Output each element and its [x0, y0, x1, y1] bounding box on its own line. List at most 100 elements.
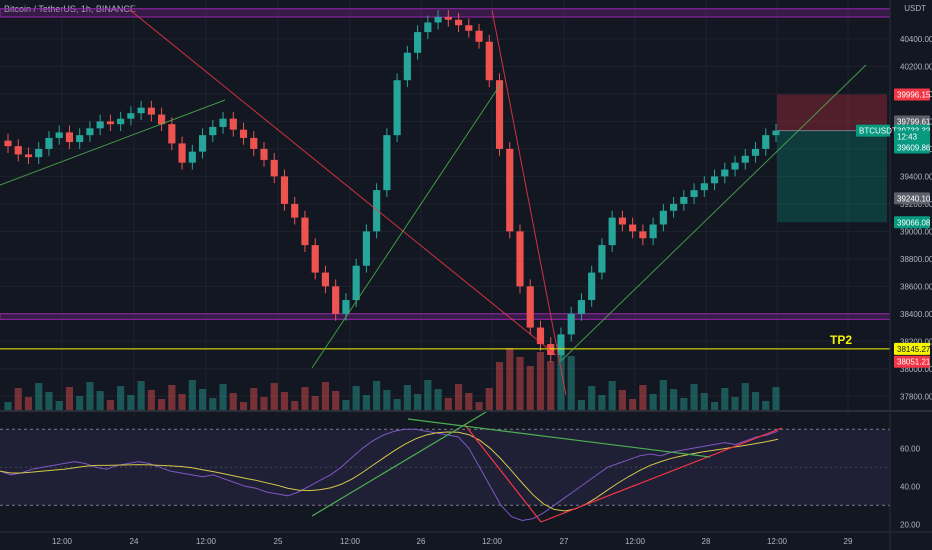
price-tick-label: 38400.00 — [900, 310, 932, 319]
candle-body — [557, 334, 565, 356]
candle-body — [147, 107, 155, 115]
volume-bar — [342, 400, 350, 410]
price-tick-label: 39200.00 — [900, 200, 932, 209]
candle-body — [373, 190, 381, 232]
volume-bar — [260, 397, 268, 410]
volume-bar — [598, 395, 606, 410]
volume-bar — [506, 348, 514, 410]
candle-body — [618, 217, 626, 225]
time-tick-label: 12:00 — [340, 537, 361, 546]
candle-body — [434, 16, 442, 23]
candle-body — [76, 135, 84, 143]
volume-bar — [321, 382, 330, 410]
candle-body — [229, 118, 237, 130]
candle-body — [741, 155, 749, 163]
candle-body — [567, 313, 575, 335]
volume-bar — [741, 383, 749, 410]
volume-bar — [250, 388, 258, 410]
price-tick-label: 39000.00 — [900, 227, 932, 236]
volume-bar — [577, 400, 586, 410]
trend-line — [491, 9, 567, 396]
volume-bar — [403, 385, 411, 410]
price-badge — [894, 88, 930, 101]
volume-bar — [291, 401, 299, 410]
time-tick-label: 29 — [844, 537, 853, 546]
volume-bar — [158, 399, 166, 410]
position-stop-zone — [777, 94, 887, 131]
candle-body — [772, 130, 780, 136]
candle-body — [680, 197, 688, 204]
position-target-zone — [777, 130, 887, 223]
volume-bar — [147, 390, 155, 410]
candle-body — [219, 118, 227, 127]
candle-body — [659, 210, 667, 225]
volume-bar — [96, 391, 104, 410]
volume-bar — [4, 402, 12, 410]
candle-body — [332, 286, 340, 314]
candle-body — [506, 148, 514, 232]
candle-body — [649, 224, 657, 239]
time-tick-label: 28 — [702, 537, 711, 546]
volume-bar — [434, 389, 442, 410]
volume-bar — [700, 393, 708, 410]
volume-bar — [332, 391, 340, 410]
volume-bar — [86, 382, 94, 410]
volume-bar — [588, 386, 596, 410]
candle-body — [485, 41, 493, 81]
time-tick-label: 27 — [560, 537, 569, 546]
volume-bar — [35, 383, 43, 410]
volume-bar — [168, 385, 176, 410]
candle-body — [516, 231, 524, 287]
volume-bar — [485, 388, 493, 410]
candle-body — [14, 146, 22, 155]
volume-bar — [710, 402, 719, 410]
volume-bar — [239, 402, 248, 410]
volume-bar — [209, 398, 217, 410]
candle-body — [301, 217, 309, 246]
trend-line — [311, 81, 503, 369]
volume-bar — [106, 400, 114, 410]
candle-body — [444, 16, 452, 20]
volume-bar — [536, 352, 545, 410]
candle-body — [321, 272, 330, 287]
volume-bar — [117, 386, 125, 410]
price-badge-label: 39240.10 — [897, 194, 931, 203]
candle-body — [270, 159, 278, 177]
volume-bar — [414, 394, 422, 410]
volume-bar — [14, 388, 22, 410]
volume-bar — [608, 381, 616, 410]
candle-body — [158, 114, 166, 125]
time-tick-label: 12:00 — [767, 537, 788, 546]
candle-body — [536, 327, 545, 345]
candle-body — [690, 190, 698, 198]
candle-body — [547, 344, 555, 356]
currency-label: USDT — [904, 4, 926, 13]
volume-bar — [618, 390, 626, 410]
candle-body — [465, 25, 473, 31]
candle-body — [670, 203, 678, 211]
candle-body — [96, 121, 104, 129]
volume-bar — [362, 395, 370, 410]
price-badge — [894, 192, 930, 205]
time-tick-label: 25 — [274, 537, 283, 546]
candle-body — [198, 135, 207, 152]
volume-bar — [547, 361, 555, 410]
volume-bar — [444, 398, 452, 410]
rsi-line — [0, 428, 779, 522]
time-tick-label: 24 — [130, 537, 139, 546]
candle-body — [762, 135, 770, 149]
volume-bar — [24, 397, 33, 410]
volume-bar — [762, 401, 770, 410]
price-badge-label: 39799.61 — [897, 117, 931, 126]
volume-bar — [373, 381, 381, 410]
time-tick-label: 12:00 — [52, 537, 73, 546]
candle-body — [751, 148, 760, 156]
candle-body — [639, 231, 647, 239]
candle-body — [4, 140, 12, 147]
price-badge-label: 39609.86 — [897, 144, 931, 153]
price-badge — [894, 355, 930, 368]
candle-body — [178, 143, 186, 163]
price-badge — [894, 130, 930, 143]
time-tick-label: 12:00 — [625, 537, 646, 546]
